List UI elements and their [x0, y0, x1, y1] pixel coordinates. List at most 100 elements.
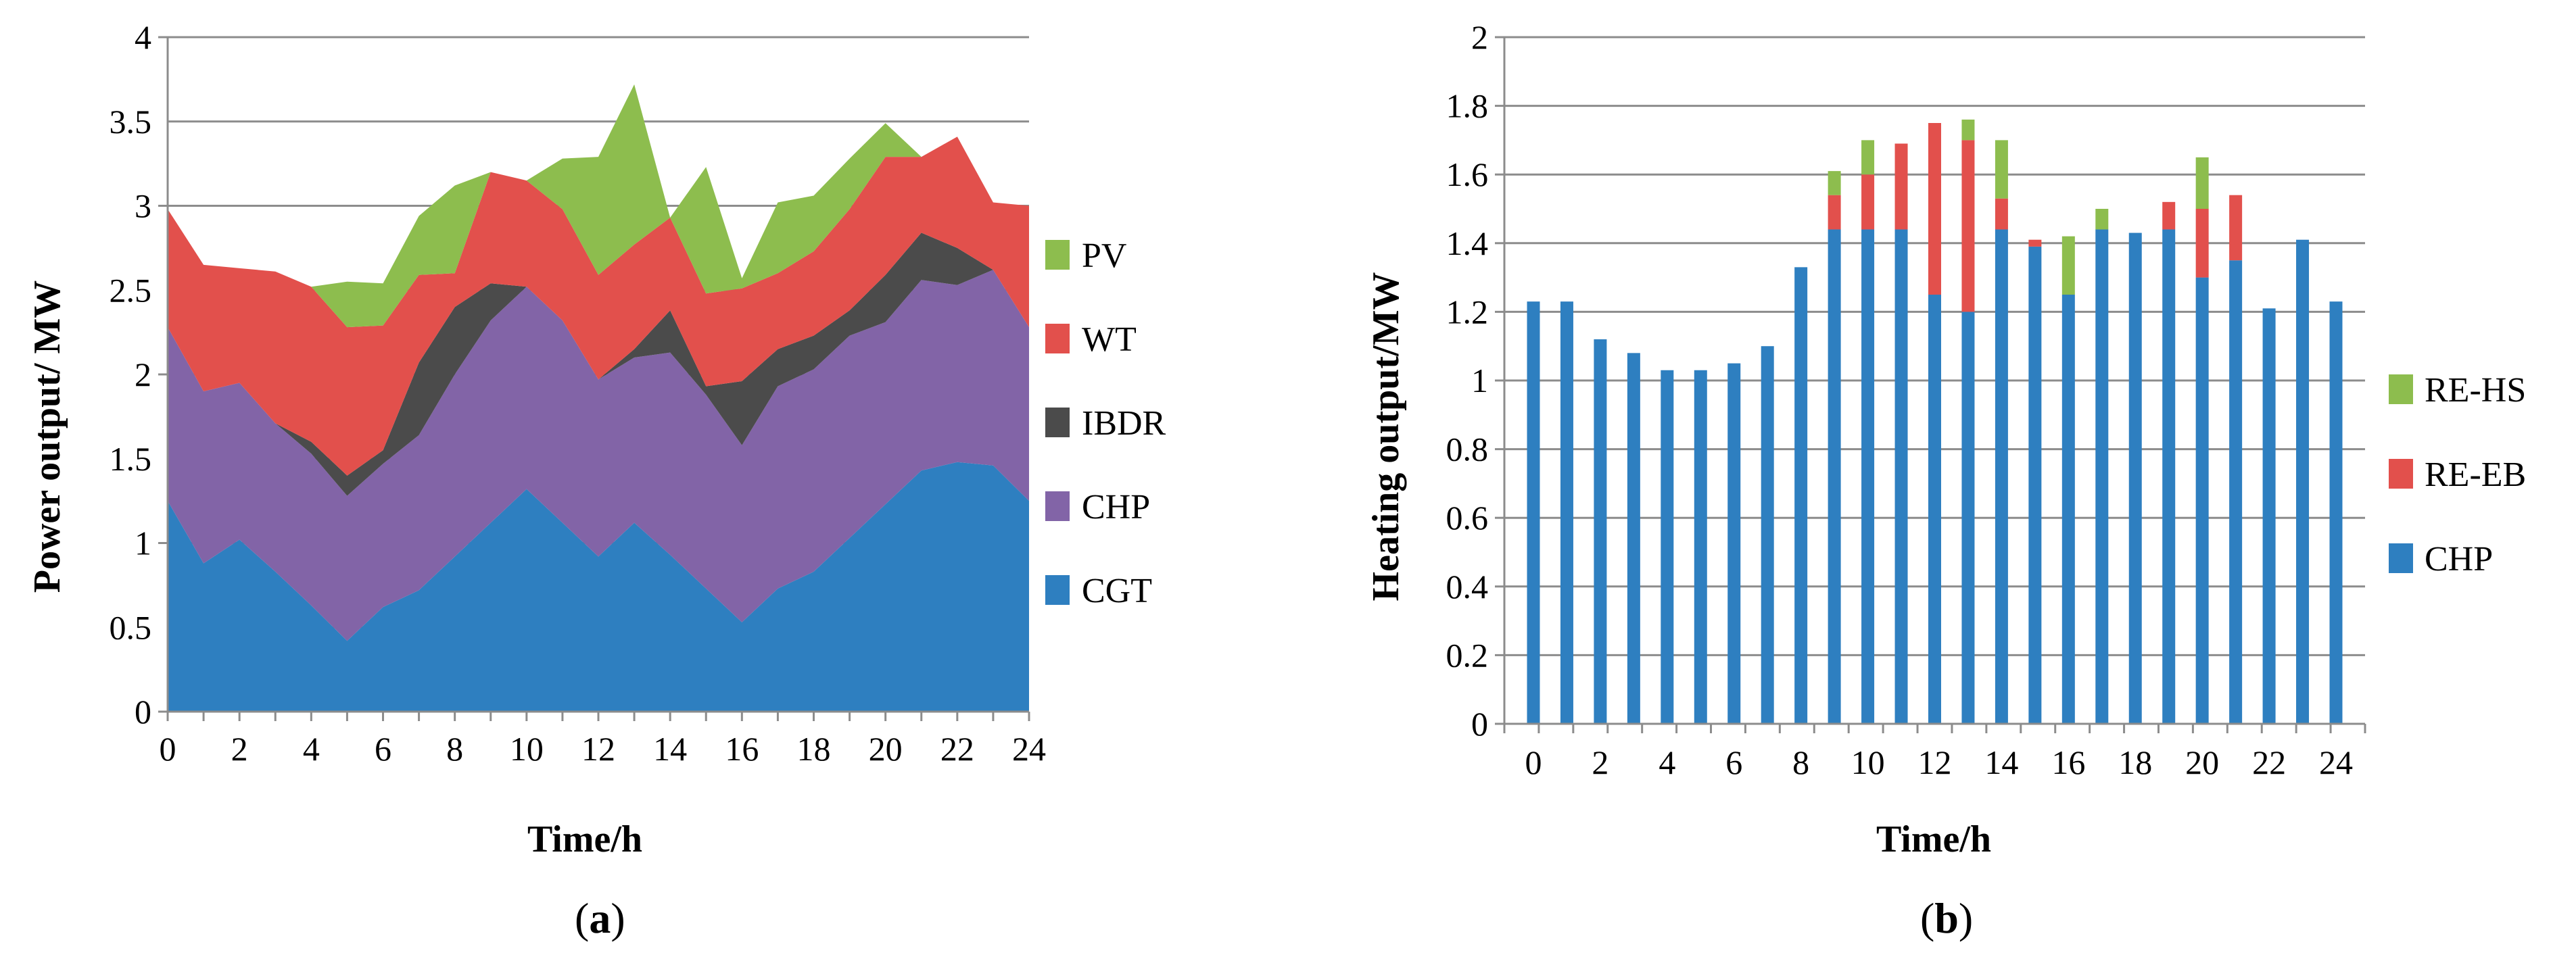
b-bar-chp — [1594, 339, 1607, 724]
b-bar-chp — [1761, 346, 1774, 724]
b-x-tick-label: 4 — [1659, 743, 1675, 781]
a-x-tick-labels: 0 2 4 6 8 10 12 14 16 18 20 22 24 — [160, 730, 1047, 768]
a-y-tick-label: 1 — [135, 524, 151, 562]
a-area-chp — [168, 270, 1029, 641]
a-y-tick-label: 0.5 — [110, 608, 152, 646]
b-legend-label-re-hs: RE-HS — [2425, 371, 2526, 410]
b-bar-re-eb — [2162, 201, 2176, 230]
b-bar-re-hs — [2195, 157, 2209, 209]
b-x-tick-label: 12 — [1918, 743, 1952, 781]
b-bar-chp — [2095, 229, 2109, 724]
b-bar-series — [1527, 119, 2343, 724]
b-bar-chp — [1661, 370, 1674, 724]
b-bar-chp — [1961, 312, 1975, 724]
a-legend-label-pv: PV — [1082, 237, 1126, 275]
a-x-tick-label: 10 — [510, 730, 544, 768]
b-legend-swatch-re-hs — [2389, 374, 2413, 404]
a-x-tick-label: 2 — [231, 730, 248, 768]
b-x-tick-label: 22 — [2252, 743, 2286, 781]
a-y-tick-label: 1.5 — [110, 440, 152, 478]
b-y-tick-label: 2 — [1471, 18, 1488, 56]
b-y-tick-label: 1.4 — [1446, 224, 1489, 262]
b-bar-chp — [1861, 229, 1875, 724]
b-y-axis-title: Heating output/MW — [1365, 272, 1407, 601]
b-y-tick-label: 1.2 — [1446, 293, 1489, 330]
b-bar-re-hs — [1828, 171, 1841, 195]
b-bar-re-eb — [1928, 123, 1941, 295]
a-x-tick-label: 18 — [797, 730, 831, 768]
b-x-tick-label: 18 — [2118, 743, 2152, 781]
a-area-pv — [168, 84, 1029, 328]
b-bar-chp — [2195, 277, 2209, 724]
b-bar-re-eb — [1961, 140, 1975, 312]
b-caption: (b) — [1920, 894, 1973, 942]
a-legend-label-wt: WT — [1082, 320, 1137, 359]
a-y-tick-label: 4 — [135, 18, 151, 56]
panel-a-area-chart: 00.511.522.533.54 0 2 4 6 8 10 12 14 16 18 20 22 24 … — [26, 18, 1166, 942]
a-y-tick-label: 2.5 — [110, 271, 152, 309]
b-bar-chp — [2061, 295, 2075, 724]
a-y-tick-label: 3 — [135, 187, 151, 225]
b-y-tick-label: 1.8 — [1446, 87, 1489, 125]
b-bar-re-hs — [1961, 119, 1975, 141]
b-bar-chp — [1928, 295, 1941, 724]
b-y-tick-label: 0 — [1471, 705, 1488, 743]
a-y-tick-label: 2 — [135, 355, 151, 393]
a-x-tick-label: 22 — [940, 730, 974, 768]
b-legend-swatch-re-eb — [2389, 459, 2413, 489]
b-bar-chp — [1560, 301, 1573, 724]
b-bar-chp — [2229, 260, 2243, 724]
b-x-tick-label: 20 — [2185, 743, 2219, 781]
a-x-tick-label: 0 — [160, 730, 176, 768]
b-x-tick-labels: 0 2 4 6 8 10 12 14 16 18 20 22 24 — [1525, 743, 2354, 781]
b-bar-re-eb — [1995, 198, 2008, 230]
b-bar-re-eb — [1861, 174, 1875, 230]
b-x-tick-label: 16 — [2051, 743, 2085, 781]
a-legend-label-chp: CHP — [1082, 488, 1150, 526]
b-x-tick-label: 10 — [1851, 743, 1885, 781]
b-legend-label-chp: CHP — [2425, 540, 2493, 579]
b-x-tick-label: 14 — [1984, 743, 2018, 781]
b-x-tick-label: 8 — [1792, 743, 1809, 781]
b-axes — [1495, 36, 2366, 733]
a-x-tick-label: 20 — [869, 730, 903, 768]
b-x-tick-label: 2 — [1592, 743, 1608, 781]
b-bar-chp — [2028, 246, 2042, 724]
panel-b-bar-chart: 00.20.40.60.811.21.41.61.82 0 2 4 6 8 10 12 14 1… — [1365, 18, 2526, 942]
a-y-tick-labels: 0 0.5 1 1.5 2 2.5 3 3.5 4 — [110, 18, 152, 731]
b-bar-chp — [2162, 229, 2176, 724]
a-y-tick-label: 0 — [135, 693, 151, 731]
b-y-tick-labels: 0 0.2 0.4 0.6 0.8 1 1.2 1.4 1.6 1.8 2 — [1446, 18, 1489, 743]
a-x-tick-label: 12 — [581, 730, 615, 768]
b-legend: RE-HS RE-EB CHP — [2389, 371, 2526, 579]
b-bar-chp — [1995, 229, 2008, 724]
b-y-tick-label: 0.8 — [1446, 431, 1489, 468]
b-bar-re-eb — [2195, 209, 2209, 278]
b-x-tick-label: 6 — [1725, 743, 1742, 781]
b-bar-chp — [1527, 301, 1540, 724]
a-legend-swatch-ibdr — [1045, 408, 1070, 437]
a-legend: PV WT IBDR CHP CGT — [1045, 237, 1166, 610]
b-bar-chp — [1727, 363, 1741, 724]
a-x-tick-label: 24 — [1012, 730, 1046, 768]
b-bar-re-hs — [1861, 140, 1875, 175]
b-y-tick-label: 0.6 — [1446, 499, 1489, 537]
b-bar-chp — [1894, 229, 1908, 724]
b-bar-re-hs — [2061, 236, 2075, 295]
a-legend-swatch-cgt — [1045, 575, 1070, 605]
a-legend-swatch-pv — [1045, 240, 1070, 270]
a-x-tick-label: 6 — [375, 730, 391, 768]
b-bar-re-eb — [1828, 195, 1841, 230]
b-y-tick-label: 0.4 — [1446, 568, 1489, 606]
b-bar-chp — [2296, 239, 2310, 724]
a-area-wt — [168, 137, 1029, 476]
b-x-tick-label: 0 — [1525, 743, 1542, 781]
a-area-cgt — [168, 462, 1029, 712]
a-legend-label-cgt: CGT — [1082, 572, 1152, 610]
b-bar-chp — [1828, 229, 1841, 724]
b-bar-chp — [1694, 370, 1707, 724]
b-bar-re-eb — [1894, 143, 1908, 230]
a-legend-label-ibdr: IBDR — [1082, 404, 1166, 443]
b-y-tick-label: 1 — [1471, 362, 1488, 399]
b-bar-re-hs — [1995, 140, 2008, 199]
